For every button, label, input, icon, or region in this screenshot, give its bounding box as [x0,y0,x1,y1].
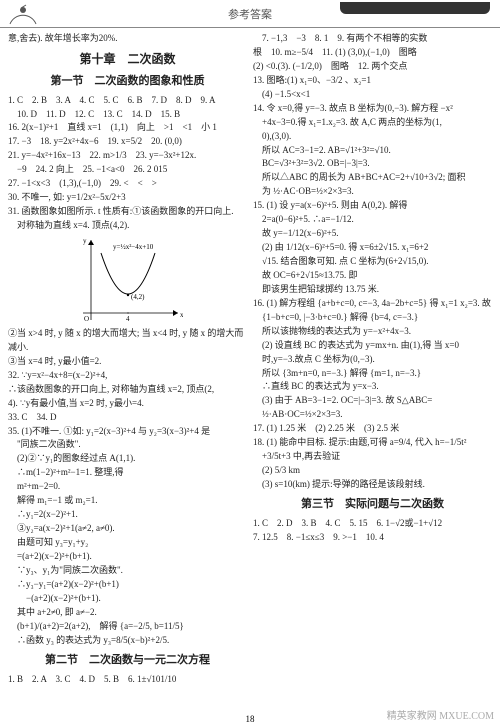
answer-line: 14. 令 x=0,得 y=−3. 故点 B 坐标为(0,−3). 解方程 −x… [253,102,492,116]
answer-line: 1. B 2. A 3. C 4. D 5. B 6. 1±√101/10 [8,673,247,687]
answer-line: 2=a(0−6)²+5. ∴a=−1/12. [253,213,492,227]
answer-line: ②当 x>4 时, y 随 x 的增大而增大; 当 x<4 时, y 随 x 的… [8,327,247,355]
section-title: 第二节 二次函数与一元二次方程 [8,652,247,669]
origin-label: O [84,315,89,323]
answer-line: {1−b+c=0, |−3·b+c=0.} 解得 {b=4, c=−3.} [253,311,492,325]
answer-line: (2)②∵y₁的图象经过点 A(1,1). [8,452,247,466]
tick-label: 4 [126,315,130,323]
logo-icon [8,2,38,26]
answer-line: 1. C 2. B 3. A 4. C 5. C 6. B 7. D 8. D … [8,94,247,108]
answer-line: 所以该抛物线的表达式为 y=−x²+4x−3. [253,325,492,339]
answer-line: ③当 x=4 时, y最小值=2. [8,355,247,369]
answer-line: 7. −1,3 −3 8. 1 9. 有两个不相等的实数 [253,32,492,46]
answer-line: 16. (1) 解方程组 {a+b+c=0, c=−3, 4a−2b+c=5} … [253,297,492,311]
answer-line: 18. (1) 能命中目标. 提示:由题,可得 a=9/4, 代入 h=−1/5… [253,436,492,450]
answer-line: (3) 由于 AB=3−1=2. OC=|−3|=3. 故 S△ABC= [253,394,492,408]
x-axis-label: x [180,311,183,319]
answer-line: ∴直线 BC 的表达式为 y=x−3. [253,380,492,394]
answer-line: −9 24. 2 向上 25. −1<a<0 26. 2 015 [8,163,247,177]
answer-line: 17. −3 18. y=2x²+4x−6 19. x=5/2 20. (0,0… [8,135,247,149]
answer-line: 13. 图略:(1) x₁=0、−3/2 、x₂=1 [253,74,492,88]
answer-line: ½·AB·OC=½×2×3=3. [253,408,492,422]
y-axis-label: y [83,237,87,245]
answer-line: 7. 12.5 8. −1≤x≤3 9. >−1 10. 4 [253,531,492,545]
answer-line: 15. (1) 设 y=a(x−6)²+5. 则由 A(0,2). 解得 [253,199,492,213]
answer-line: 21. y=−4x²+16x−13 22. m>1/3 23. y=−3x²+1… [8,149,247,163]
answer-line: 1. C 2. D 3. B 4. C 5. 15 6. 1−√2或−1+√12 [253,517,492,531]
answer-line: 由题可知 y₃=y₁+y₂ [8,536,247,550]
answer-line: 33. C 34. D [8,411,247,425]
answer-line: +3/5t+3 中,再去验证 [253,450,492,464]
right-column: 7. −1,3 −3 8. 1 9. 有两个不相等的实数 根 10. m≥−5/… [253,32,492,687]
answer-line: (2) 5/3 km [253,464,492,478]
watermark: 精英家教网 MXUE.COM [387,707,494,722]
answer-line: ∴y₃−y₁=(a+2)(x−2)²+(b+1) [8,578,247,592]
left-column: 意,舍去). 故年增长率为20%. 第十章 二次函数 第一节 二次函数的图象和性… [8,32,247,687]
section-title: 第三节 实际问题与二次函数 [253,496,492,513]
answer-line: 35. (1)不唯一. ①如: y₁=2(x−3)²+4 与 y₂=3(x−3)… [8,425,247,439]
answer-line: 解得 m₁=−1 或 m₂=1. [8,494,247,508]
answer-line: 所以 AC=3−1=2. AB=√1²+3²=√10. [253,144,492,158]
answer-line: (2) 设直线 BC 的表达式为 y=mx+n. 由(1),得 当 x=0 [253,339,492,353]
answer-line: (2) <0.(3). (−1/2,0) 图略 12. 两个交点 [253,60,492,74]
answer-line: 10. D 11. D 12. C 13. C 14. D 15. B [8,108,247,122]
section-title: 第一节 二次函数的图象和性质 [8,73,247,90]
answer-line: 即该男生把铅球掷约 13.75 米. [253,283,492,297]
answer-line: 时,y=−3.故点 C 坐标为(0,−3). [253,353,492,367]
answer-line: +4x−3=0.得 x₁=1.x₂=3. 故 A,C 两点的坐标为(1, [253,116,492,130]
answer-line: (b+1)/(a+2)=2(a+2), 解得 {a=−2/5, b=11/5} [8,620,247,634]
answer-line: 4). ∵y有最小值,当 x=2 时, y最小=4. [8,397,247,411]
header-tab [340,2,490,14]
answer-line: 为 ½·AC·OB=½×2×3=3. [253,185,492,199]
parabola-graph: x y O (4,2) y=½x²−4x+10 4 [73,235,183,325]
answer-line: BC=√3²+3²=3√2. OB=|−3|=3. [253,157,492,171]
answer-line: 30. 不唯一, 如: y=1/2x²−5x/2+3 [8,191,247,205]
answer-line: 故 OC=6+2√15≈13.75. 即 [253,269,492,283]
answer-line: (4) −1.5<x<1 [253,88,492,102]
vertex-label: (4,2) [131,293,145,301]
answer-line: ∴m(1−2)²+m²−1=1. 整理,得 [8,466,247,480]
answer-line: −(a+2)(x−2)²+(b+1). [8,592,247,606]
answer-line: 根 10. m≥−5/4 11. (1) (3,0),(−1,0) 图略 [253,46,492,60]
answer-line: m²+m−2=0. [8,480,247,494]
page-header-title: 参考答案 [228,6,272,22]
answer-line: 所以 {3m+n=0, n=−3.} 解得 {m=1, n=−3.} [253,367,492,381]
answer-line: 其中 a+2≠0, 即 a≠−2. [8,606,247,620]
answer-line: ③y₂=a(x−2)²+1(a≠2, a≠0). [8,522,247,536]
answer-line: (3) s=10(km) 提示:导弹的路径是该段射线. [253,478,492,492]
answer-line: (2) 由 1/12(x−6)²+5=0. 得 x=6±2√15. x₁=6+2 [253,241,492,255]
answer-line: ∴y₁=2(x−2)²+1. [8,508,247,522]
answer-line: "同族二次函数". [8,438,247,452]
answer-line: ∵y₃、y₁为"同族二次函数". [8,564,247,578]
answer-line: =(a+2)(x−2)²+(b+1). [8,550,247,564]
answer-line: 27. −1<x<3 (1,3),(−1,0) 29. < < > [8,177,247,191]
answer-line: ∴该函数图象的开口向上, 对称轴为直线 x=2, 顶点(2, [8,383,247,397]
answer-line: 对称轴为直线 x=4. 顶点(4,2). [8,219,247,233]
answer-line: 17. (1) 1.25 米 (2) 2.25 米 (3) 2.5 米 [253,422,492,436]
answer-line: 所以△ABC 的周长为 AB+BC+AC=2+√10+3√2; 面积 [253,171,492,185]
answer-line: 故 y=−1/12(x−6)²+5. [253,227,492,241]
answer-line: 32. ∵y=x²−4x+8=(x−2)²+4, [8,369,247,383]
text: 意,舍去). 故年增长率为20%. [8,32,247,46]
formula-label: y=½x²−4x+10 [113,243,154,251]
answer-line: √15. 结合图象可知. 点 C 坐标为(6+2√15,0). [253,255,492,269]
chapter-title: 第十章 二次函数 [8,50,247,69]
answer-line: 16. 2(x−1)²+1 直线 x=1 (1,1) 向上 >1 <1 小 1 [8,121,247,135]
answer-line: ∴函数 y₃ 的表达式为 y₃=8/5(x−b)²+2/5. [8,634,247,648]
answer-line: 31. 函数图象如图所示. t 性质有:①该函数图象的开口向上. [8,205,247,219]
answer-line: 0),(3,0). [253,130,492,144]
